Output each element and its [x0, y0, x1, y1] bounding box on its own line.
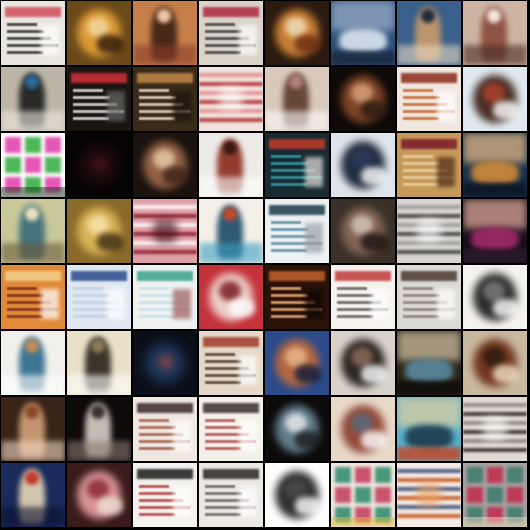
sample-tile-r7-c2 [67, 397, 131, 461]
sample-tile-r3-c4 [199, 133, 263, 197]
sample-tile-r6-c6 [331, 331, 395, 395]
sample-tile-r5-c8 [463, 265, 527, 329]
sample-tile-r6-c8 [463, 331, 527, 395]
sample-tile-r6-c4 [199, 331, 263, 395]
sample-tile-r7-c8 [463, 397, 527, 461]
sample-tile-r3-c6 [331, 133, 395, 197]
sample-tile-r5-c7 [397, 265, 461, 329]
sample-tile-r8-c5 [265, 463, 329, 527]
sample-tile-r8-c8 [463, 463, 527, 527]
sample-tile-r8-c7 [397, 463, 461, 527]
sample-tile-r1-c6 [331, 1, 395, 65]
sample-tile-r3-c2 [67, 133, 131, 197]
sample-tile-r6-c3 [133, 331, 197, 395]
sample-tile-r2-c5 [265, 67, 329, 131]
sample-tile-r7-c4 [199, 397, 263, 461]
sample-tile-r8-c1 [1, 463, 65, 527]
sample-tile-r4-c1 [1, 199, 65, 263]
sample-tile-r1-c8 [463, 1, 527, 65]
sample-tile-r5-c6 [331, 265, 395, 329]
sample-tile-r7-c1 [1, 397, 65, 461]
sample-tile-r4-c6 [331, 199, 395, 263]
sample-tile-r1-c4 [199, 1, 263, 65]
sample-tile-r6-c2 [67, 331, 131, 395]
sample-tile-r2-c6 [331, 67, 395, 131]
sample-tile-r6-c5 [265, 331, 329, 395]
sample-tile-r4-c2 [67, 199, 131, 263]
sample-tile-r2-c2 [67, 67, 131, 131]
sample-tile-r7-c5 [265, 397, 329, 461]
sample-tile-r4-c8 [463, 199, 527, 263]
sample-tile-r4-c3 [133, 199, 197, 263]
sample-tile-r8-c4 [199, 463, 263, 527]
sample-tile-r4-c5 [265, 199, 329, 263]
sample-tile-r6-c7 [397, 331, 461, 395]
sample-tile-r5-c1 [1, 265, 65, 329]
sample-tile-r5-c5 [265, 265, 329, 329]
sample-tile-r3-c3 [133, 133, 197, 197]
sample-tile-r1-c5 [265, 1, 329, 65]
sample-tile-r2-c7 [397, 67, 461, 131]
sample-tile-r2-c1 [1, 67, 65, 131]
sample-tile-r7-c6 [331, 397, 395, 461]
sample-tile-r5-c2 [67, 265, 131, 329]
sample-tile-r1-c1 [1, 1, 65, 65]
sample-tile-r2-c8 [463, 67, 527, 131]
sample-tile-r2-c3 [133, 67, 197, 131]
sample-tile-r3-c8 [463, 133, 527, 197]
sample-tile-r8-c3 [133, 463, 197, 527]
sample-tile-r3-c7 [397, 133, 461, 197]
sample-tile-r1-c7 [397, 1, 461, 65]
sample-tile-r7-c3 [133, 397, 197, 461]
sample-tile-r1-c3 [133, 1, 197, 65]
sample-tile-r4-c4 [199, 199, 263, 263]
sample-tile-r7-c7 [397, 397, 461, 461]
sample-tile-r3-c5 [265, 133, 329, 197]
sample-tile-r4-c7 [397, 199, 461, 263]
sample-tile-r6-c1 [1, 331, 65, 395]
sample-tile-r2-c4 [199, 67, 263, 131]
sample-tile-r3-c1 [1, 133, 65, 197]
sample-tile-r8-c6 [331, 463, 395, 527]
sample-tile-r1-c2 [67, 1, 131, 65]
sample-tile-r5-c4 [199, 265, 263, 329]
sample-tile-r8-c2 [67, 463, 131, 527]
sample-tile-r5-c3 [133, 265, 197, 329]
